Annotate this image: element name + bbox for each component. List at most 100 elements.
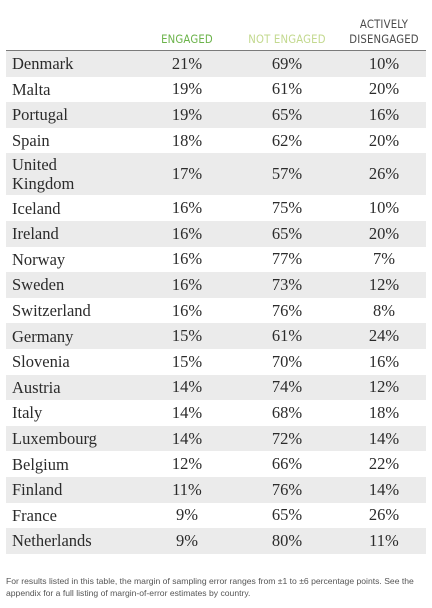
country-cell: Finland bbox=[6, 480, 142, 499]
header-engaged-label: ENGAGED bbox=[161, 32, 213, 46]
country-name: Malta bbox=[12, 79, 51, 99]
engaged-cell: 9% bbox=[176, 505, 198, 525]
actively-disengaged-cell: 18% bbox=[368, 402, 400, 422]
country-cell: Ireland bbox=[6, 224, 142, 243]
country-cell: France bbox=[6, 506, 142, 525]
country-name: Italy bbox=[12, 403, 43, 423]
not-engaged-cell: 77% bbox=[271, 249, 303, 269]
country-cell: Slovenia bbox=[6, 352, 142, 371]
country-cell: Spain bbox=[6, 131, 142, 150]
actively-disengaged-cell: 20% bbox=[368, 130, 400, 150]
header-actively-line1: ACTIVELY bbox=[359, 17, 409, 31]
country-name: Finland bbox=[12, 480, 63, 500]
engaged-cell: 16% bbox=[171, 249, 203, 269]
not-engaged-cell: 65% bbox=[271, 505, 303, 525]
table-row: Malta 19% 61% 20% bbox=[6, 77, 426, 103]
not-engaged-cell: 72% bbox=[271, 428, 303, 448]
engaged-cell: 18% bbox=[171, 130, 203, 150]
country-cell: Malta bbox=[6, 80, 142, 99]
table-header: ENGAGED NOT ENGAGED ACTIVELY DISENGAGED bbox=[6, 8, 426, 51]
country-name: Netherlands bbox=[12, 531, 92, 551]
country-name: Denmark bbox=[12, 54, 74, 74]
engaged-cell: 14% bbox=[171, 402, 203, 422]
table-row: Sweden 16% 73% 12% bbox=[6, 272, 426, 298]
country-name: Sweden bbox=[12, 275, 65, 295]
not-engaged-cell: 76% bbox=[271, 300, 303, 320]
table-row: Portugal 19% 65% 16% bbox=[6, 102, 426, 128]
country-name-line2: Kingdom bbox=[12, 174, 75, 194]
country-cell: Denmark bbox=[6, 54, 142, 73]
country-cell: Sweden bbox=[6, 275, 142, 294]
country-name: Portugal bbox=[12, 105, 68, 125]
country-name: Norway bbox=[12, 249, 66, 269]
not-engaged-cell: 80% bbox=[271, 530, 303, 550]
actively-disengaged-cell: 7% bbox=[373, 249, 395, 269]
actively-disengaged-cell: 14% bbox=[368, 479, 400, 499]
not-engaged-cell: 62% bbox=[271, 130, 303, 150]
engaged-cell: 19% bbox=[171, 79, 203, 99]
actively-disengaged-cell: 8% bbox=[373, 300, 395, 320]
table-row: United Kingdom 17% 57% 26% bbox=[6, 153, 426, 196]
actively-disengaged-cell: 12% bbox=[368, 377, 400, 397]
country-name: Iceland bbox=[12, 198, 61, 218]
country-name: Luxembourg bbox=[12, 429, 97, 449]
table-row: Denmark 21% 69% 10% bbox=[6, 51, 426, 77]
table-row: Spain 18% 62% 20% bbox=[6, 128, 426, 154]
country-name: France bbox=[12, 505, 57, 525]
actively-disengaged-cell: 11% bbox=[369, 530, 399, 550]
actively-disengaged-cell: 16% bbox=[368, 104, 400, 124]
country-name: Germany bbox=[12, 326, 74, 346]
not-engaged-cell: 73% bbox=[271, 274, 303, 294]
table-row: Finland 11% 76% 14% bbox=[6, 476, 426, 503]
country-name: Austria bbox=[12, 377, 61, 397]
table-row: Germany 15% 61% 24% bbox=[6, 323, 426, 349]
not-engaged-cell: 66% bbox=[271, 454, 303, 474]
engaged-cell: 16% bbox=[171, 274, 203, 294]
header-actively-line2: DISENGAGED bbox=[349, 32, 419, 46]
not-engaged-cell: 65% bbox=[271, 223, 303, 243]
header-not-engaged-label: NOT ENGAGED bbox=[248, 32, 326, 46]
not-engaged-cell: 65% bbox=[271, 104, 303, 124]
engaged-cell: 14% bbox=[171, 428, 203, 448]
country-cell: Iceland bbox=[6, 199, 142, 218]
footnote: For results listed in this table, the ma… bbox=[6, 576, 414, 598]
table-row: Netherlands 9% 80% 11% bbox=[6, 528, 426, 554]
not-engaged-cell: 68% bbox=[271, 402, 303, 422]
engaged-cell: 15% bbox=[171, 326, 203, 346]
not-engaged-cell: 74% bbox=[271, 377, 303, 397]
table-row: Italy 14% 68% 18% bbox=[6, 400, 426, 426]
table-body: Denmark 21% 69% 10% Malta 19% 61% 20% Portugal 19… bbox=[6, 51, 426, 554]
engaged-cell: 12% bbox=[171, 454, 203, 474]
actively-disengaged-cell: 12% bbox=[368, 274, 400, 294]
engaged-cell: 16% bbox=[171, 300, 203, 320]
actively-disengaged-cell: 10% bbox=[368, 53, 400, 73]
header-engaged: ENGAGED bbox=[147, 32, 226, 47]
country-name: Ireland bbox=[12, 224, 59, 244]
table-row: Austria 14% 74% 12% bbox=[6, 374, 426, 401]
header-actively-disengaged: ACTIVELY DISENGAGED bbox=[347, 17, 421, 47]
country-cell: United Kingdom bbox=[6, 155, 142, 193]
country-cell: Netherlands bbox=[6, 531, 142, 550]
country-cell: Germany bbox=[6, 327, 142, 346]
not-engaged-cell: 61% bbox=[271, 79, 303, 99]
table-row: Iceland 16% 75% 10% bbox=[6, 195, 426, 221]
country-cell: Luxembourg bbox=[6, 429, 142, 448]
not-engaged-cell: 57% bbox=[271, 164, 303, 184]
actively-disengaged-cell: 26% bbox=[368, 505, 400, 525]
country-name: United bbox=[12, 155, 57, 175]
table-row: Slovenia 15% 70% 16% bbox=[6, 349, 426, 375]
country-cell: Belgium bbox=[6, 455, 142, 474]
not-engaged-cell: 69% bbox=[271, 53, 303, 73]
table-row: France 9% 65% 26% bbox=[6, 503, 426, 529]
not-engaged-cell: 76% bbox=[271, 479, 303, 499]
country-cell: Portugal bbox=[6, 105, 142, 124]
table-row: Luxembourg 14% 72% 14% bbox=[6, 425, 426, 452]
not-engaged-cell: 61% bbox=[271, 326, 303, 346]
engaged-cell: 14% bbox=[171, 377, 203, 397]
actively-disengaged-cell: 22% bbox=[368, 454, 400, 474]
engaged-cell: 11% bbox=[172, 479, 202, 499]
country-cell: Austria bbox=[6, 378, 142, 397]
actively-disengaged-cell: 26% bbox=[368, 164, 400, 184]
engaged-cell: 16% bbox=[171, 223, 203, 243]
table-row: Ireland 16% 65% 20% bbox=[6, 220, 426, 247]
